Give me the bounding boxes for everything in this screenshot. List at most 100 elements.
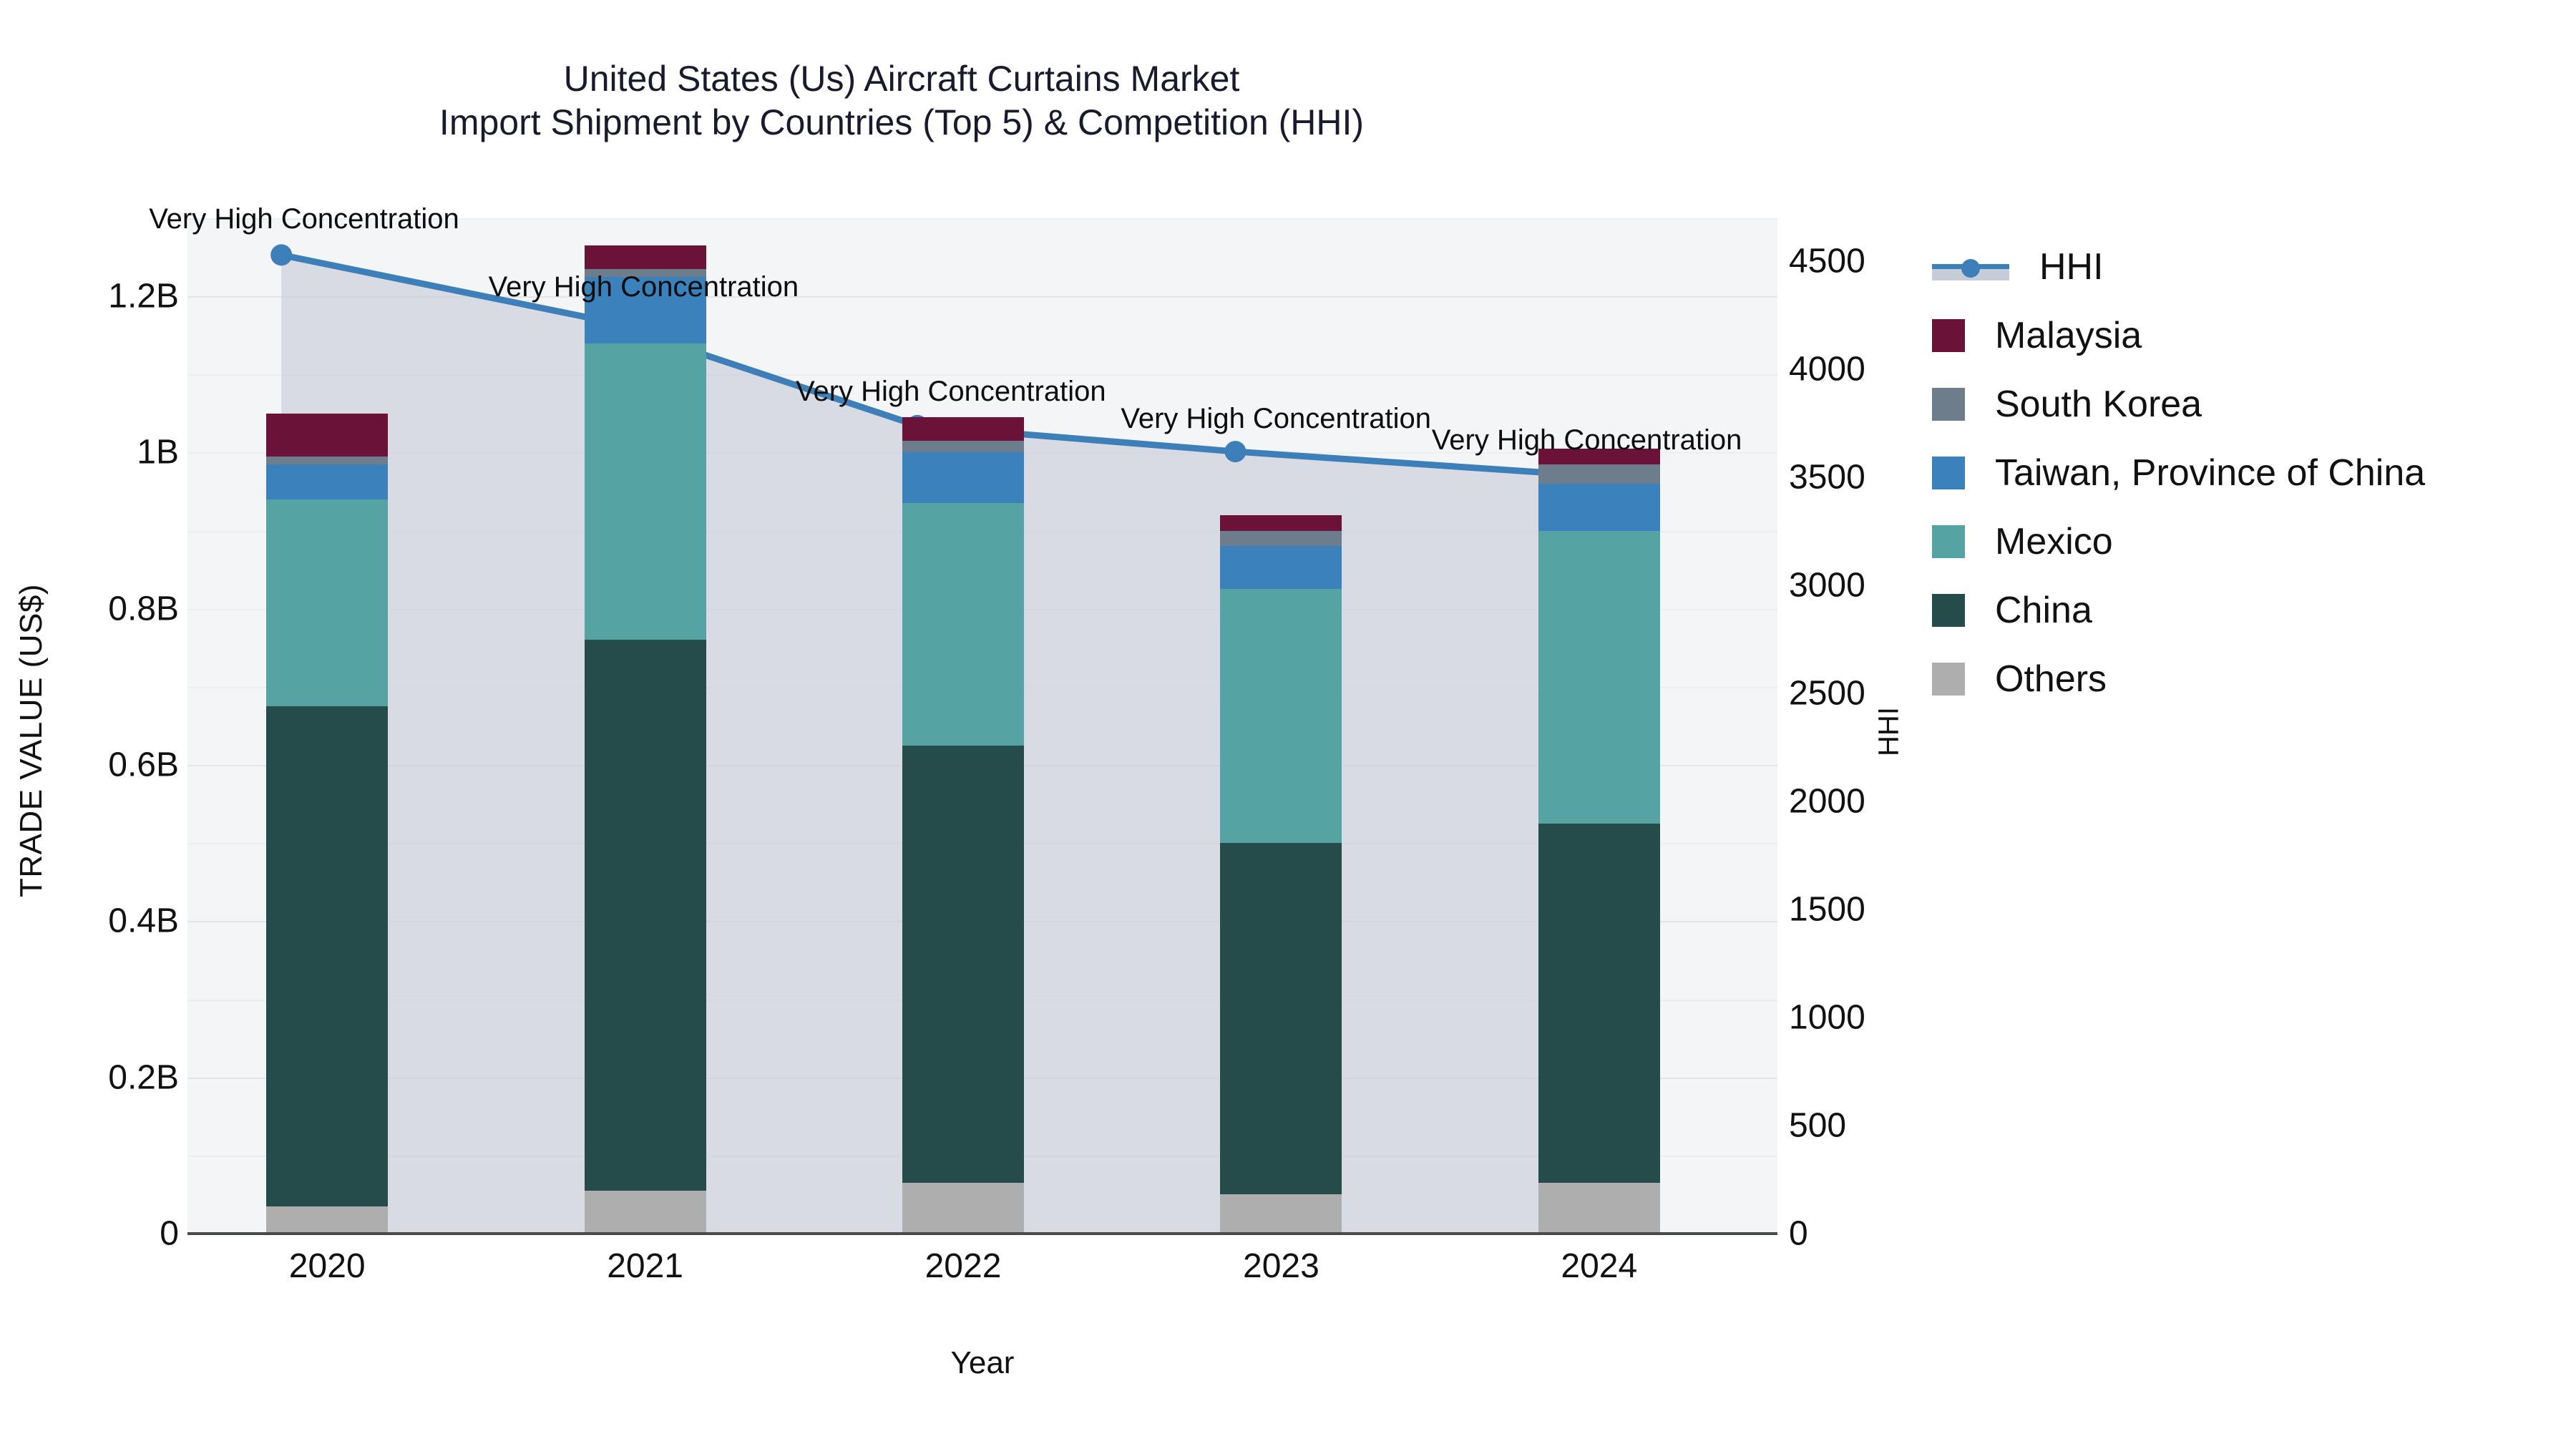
color-swatch-icon bbox=[1932, 457, 1965, 489]
y-axis-right-tick-label: 2500 bbox=[1789, 674, 1865, 713]
y-axis-right-tick-label: 1000 bbox=[1789, 998, 1865, 1037]
y-axis-left-tick-label: 0 bbox=[160, 1214, 179, 1253]
bar-segment[interactable] bbox=[902, 745, 1024, 1184]
bar-series-container bbox=[187, 218, 1777, 1234]
bar-segment[interactable] bbox=[1220, 843, 1342, 1195]
y-axis-right-tick-label: 4000 bbox=[1789, 350, 1865, 389]
legend-item-hhi[interactable]: HHI bbox=[1932, 233, 2547, 301]
annotation-2022: Very High Concentration bbox=[796, 375, 1106, 407]
x-axis-tick-label-2022: 2022 bbox=[924, 1247, 1002, 1285]
bar-segment[interactable] bbox=[266, 456, 389, 464]
bar-segment[interactable] bbox=[902, 441, 1024, 453]
bar-segment[interactable] bbox=[902, 1183, 1024, 1234]
legend-item-others[interactable]: Others bbox=[1932, 645, 2547, 713]
x-axis-tick-label-2024: 2024 bbox=[1561, 1247, 1638, 1285]
gridline bbox=[187, 218, 1777, 220]
bar-segment[interactable] bbox=[584, 245, 706, 269]
plot-area bbox=[187, 218, 1777, 1235]
legend-item-taiwan-province-of-china[interactable]: Taiwan, Province of China bbox=[1932, 439, 2547, 507]
legend-item-malaysia[interactable]: Malaysia bbox=[1932, 301, 2547, 370]
bar-group-2023[interactable] bbox=[1220, 218, 1342, 1234]
bar-segment[interactable] bbox=[584, 268, 706, 277]
gridline bbox=[187, 296, 1777, 298]
y-axis-right-title: HHI bbox=[1873, 707, 1905, 756]
annotation-2024: Very High Concentration bbox=[1431, 424, 1742, 457]
bar-segment[interactable] bbox=[266, 706, 389, 1206]
legend-item-label: Taiwan, Province of China bbox=[1995, 452, 2426, 494]
bar-segment[interactable] bbox=[1538, 484, 1660, 531]
gridline bbox=[187, 374, 1777, 376]
legend-line-dot bbox=[1961, 259, 1980, 278]
bar-segment[interactable] bbox=[1538, 1183, 1660, 1234]
bar-segment[interactable] bbox=[266, 1206, 389, 1234]
y-axis-right-tick-label: 0 bbox=[1789, 1214, 1808, 1253]
bar-segment[interactable] bbox=[266, 413, 389, 457]
legend: HHI Malaysia South Korea Taiwan, Province o… bbox=[1932, 233, 2547, 713]
y-axis-left-tick-label: 1.2B bbox=[108, 277, 179, 316]
color-swatch-icon bbox=[1932, 525, 1965, 558]
bar-segment[interactable] bbox=[1538, 530, 1660, 824]
legend-item-mexico[interactable]: Mexico bbox=[1932, 507, 2547, 576]
x-axis-tick-label-2023: 2023 bbox=[1243, 1247, 1319, 1285]
color-swatch-icon bbox=[1932, 388, 1965, 421]
legend-item-label: HHI bbox=[2039, 246, 2104, 288]
bar-segment[interactable] bbox=[1220, 589, 1342, 844]
bar-segment[interactable] bbox=[902, 452, 1024, 504]
legend-item-label: Mexico bbox=[1995, 521, 2113, 562]
hhi-data-point-2023[interactable] bbox=[1224, 441, 1246, 463]
bar-segment[interactable] bbox=[1220, 1194, 1342, 1234]
chart-title-line1: United States (Us) Aircraft Curtains Mar… bbox=[563, 59, 1240, 99]
bar-segment[interactable] bbox=[584, 640, 706, 1191]
legend-item-label: China bbox=[1995, 590, 2092, 631]
annotation-2021: Very High Concentration bbox=[488, 270, 799, 303]
bar-segment[interactable] bbox=[266, 464, 389, 499]
bar-group-2021[interactable] bbox=[584, 218, 706, 1234]
x-axis-line bbox=[187, 1232, 1777, 1235]
legend-item-south-korea[interactable]: South Korea bbox=[1932, 370, 2547, 439]
bar-segment[interactable] bbox=[1220, 546, 1342, 590]
bar-segment[interactable] bbox=[584, 343, 706, 640]
bar-segment[interactable] bbox=[584, 1190, 706, 1234]
color-swatch-icon bbox=[1932, 663, 1965, 696]
chart-title-line2: Import Shipment by Countries (Top 5) & C… bbox=[439, 102, 1365, 142]
y-axis-left: TRADE VALUE (US$) 0 0.2B 0.4B 0.6B 0.8B 1B 1.2… bbox=[0, 0, 179, 1449]
bar-segment[interactable] bbox=[584, 276, 706, 343]
chart-title: United States (Us) Aircraft Curtains Mar… bbox=[0, 57, 1803, 145]
x-axis-title: Year bbox=[950, 1345, 1015, 1380]
bar-segment[interactable] bbox=[1220, 530, 1342, 547]
bar-segment[interactable] bbox=[1538, 464, 1660, 484]
y-axis-left-tick-label: 0.4B bbox=[108, 902, 179, 940]
x-axis-tick-label-2020: 2020 bbox=[288, 1247, 366, 1285]
legend-item-label: South Korea bbox=[1995, 384, 2202, 425]
y-axis-right-tick-label: 3500 bbox=[1789, 458, 1865, 497]
legend-item-label: Others bbox=[1995, 658, 2107, 700]
bar-segment[interactable] bbox=[1220, 514, 1342, 531]
line-marker-icon bbox=[1932, 250, 2009, 283]
y-axis-right-tick-label: 1500 bbox=[1789, 890, 1865, 929]
color-swatch-icon bbox=[1932, 319, 1965, 352]
legend-item-china[interactable]: China bbox=[1932, 576, 2547, 645]
hhi-data-point-2020[interactable] bbox=[270, 244, 293, 266]
annotation-2020: Very High Concentration bbox=[149, 203, 459, 235]
legend-item-label: Malaysia bbox=[1995, 315, 2142, 356]
y-axis-right-tick-label: 3000 bbox=[1789, 566, 1865, 605]
y-axis-right-tick-label: 4500 bbox=[1789, 242, 1865, 280]
annotation-2023: Very High Concentration bbox=[1121, 403, 1431, 435]
bar-segment[interactable] bbox=[902, 417, 1024, 441]
bar-group-2024[interactable] bbox=[1538, 218, 1660, 1234]
y-axis-left-tick-label: 0.2B bbox=[108, 1058, 179, 1097]
y-axis-right: 0 500 1000 1500 2000 2500 3000 3500 4000 4500 bbox=[1789, 0, 1975, 1449]
y-axis-left-tick-label: 0.6B bbox=[108, 746, 179, 784]
x-axis-tick-label-2021: 2021 bbox=[607, 1247, 683, 1285]
bar-segment[interactable] bbox=[266, 499, 389, 707]
bar-group-2022[interactable] bbox=[902, 218, 1024, 1234]
y-axis-left-tick-label: 1B bbox=[137, 433, 179, 472]
bar-segment[interactable] bbox=[1538, 449, 1660, 464]
bar-group-2020[interactable] bbox=[266, 218, 389, 1234]
color-swatch-icon bbox=[1932, 594, 1965, 627]
y-axis-right-tick-label: 2000 bbox=[1789, 782, 1865, 821]
bar-segment[interactable] bbox=[1538, 823, 1660, 1184]
y-axis-right-tick-label: 500 bbox=[1789, 1106, 1847, 1145]
bar-segment[interactable] bbox=[902, 503, 1024, 746]
